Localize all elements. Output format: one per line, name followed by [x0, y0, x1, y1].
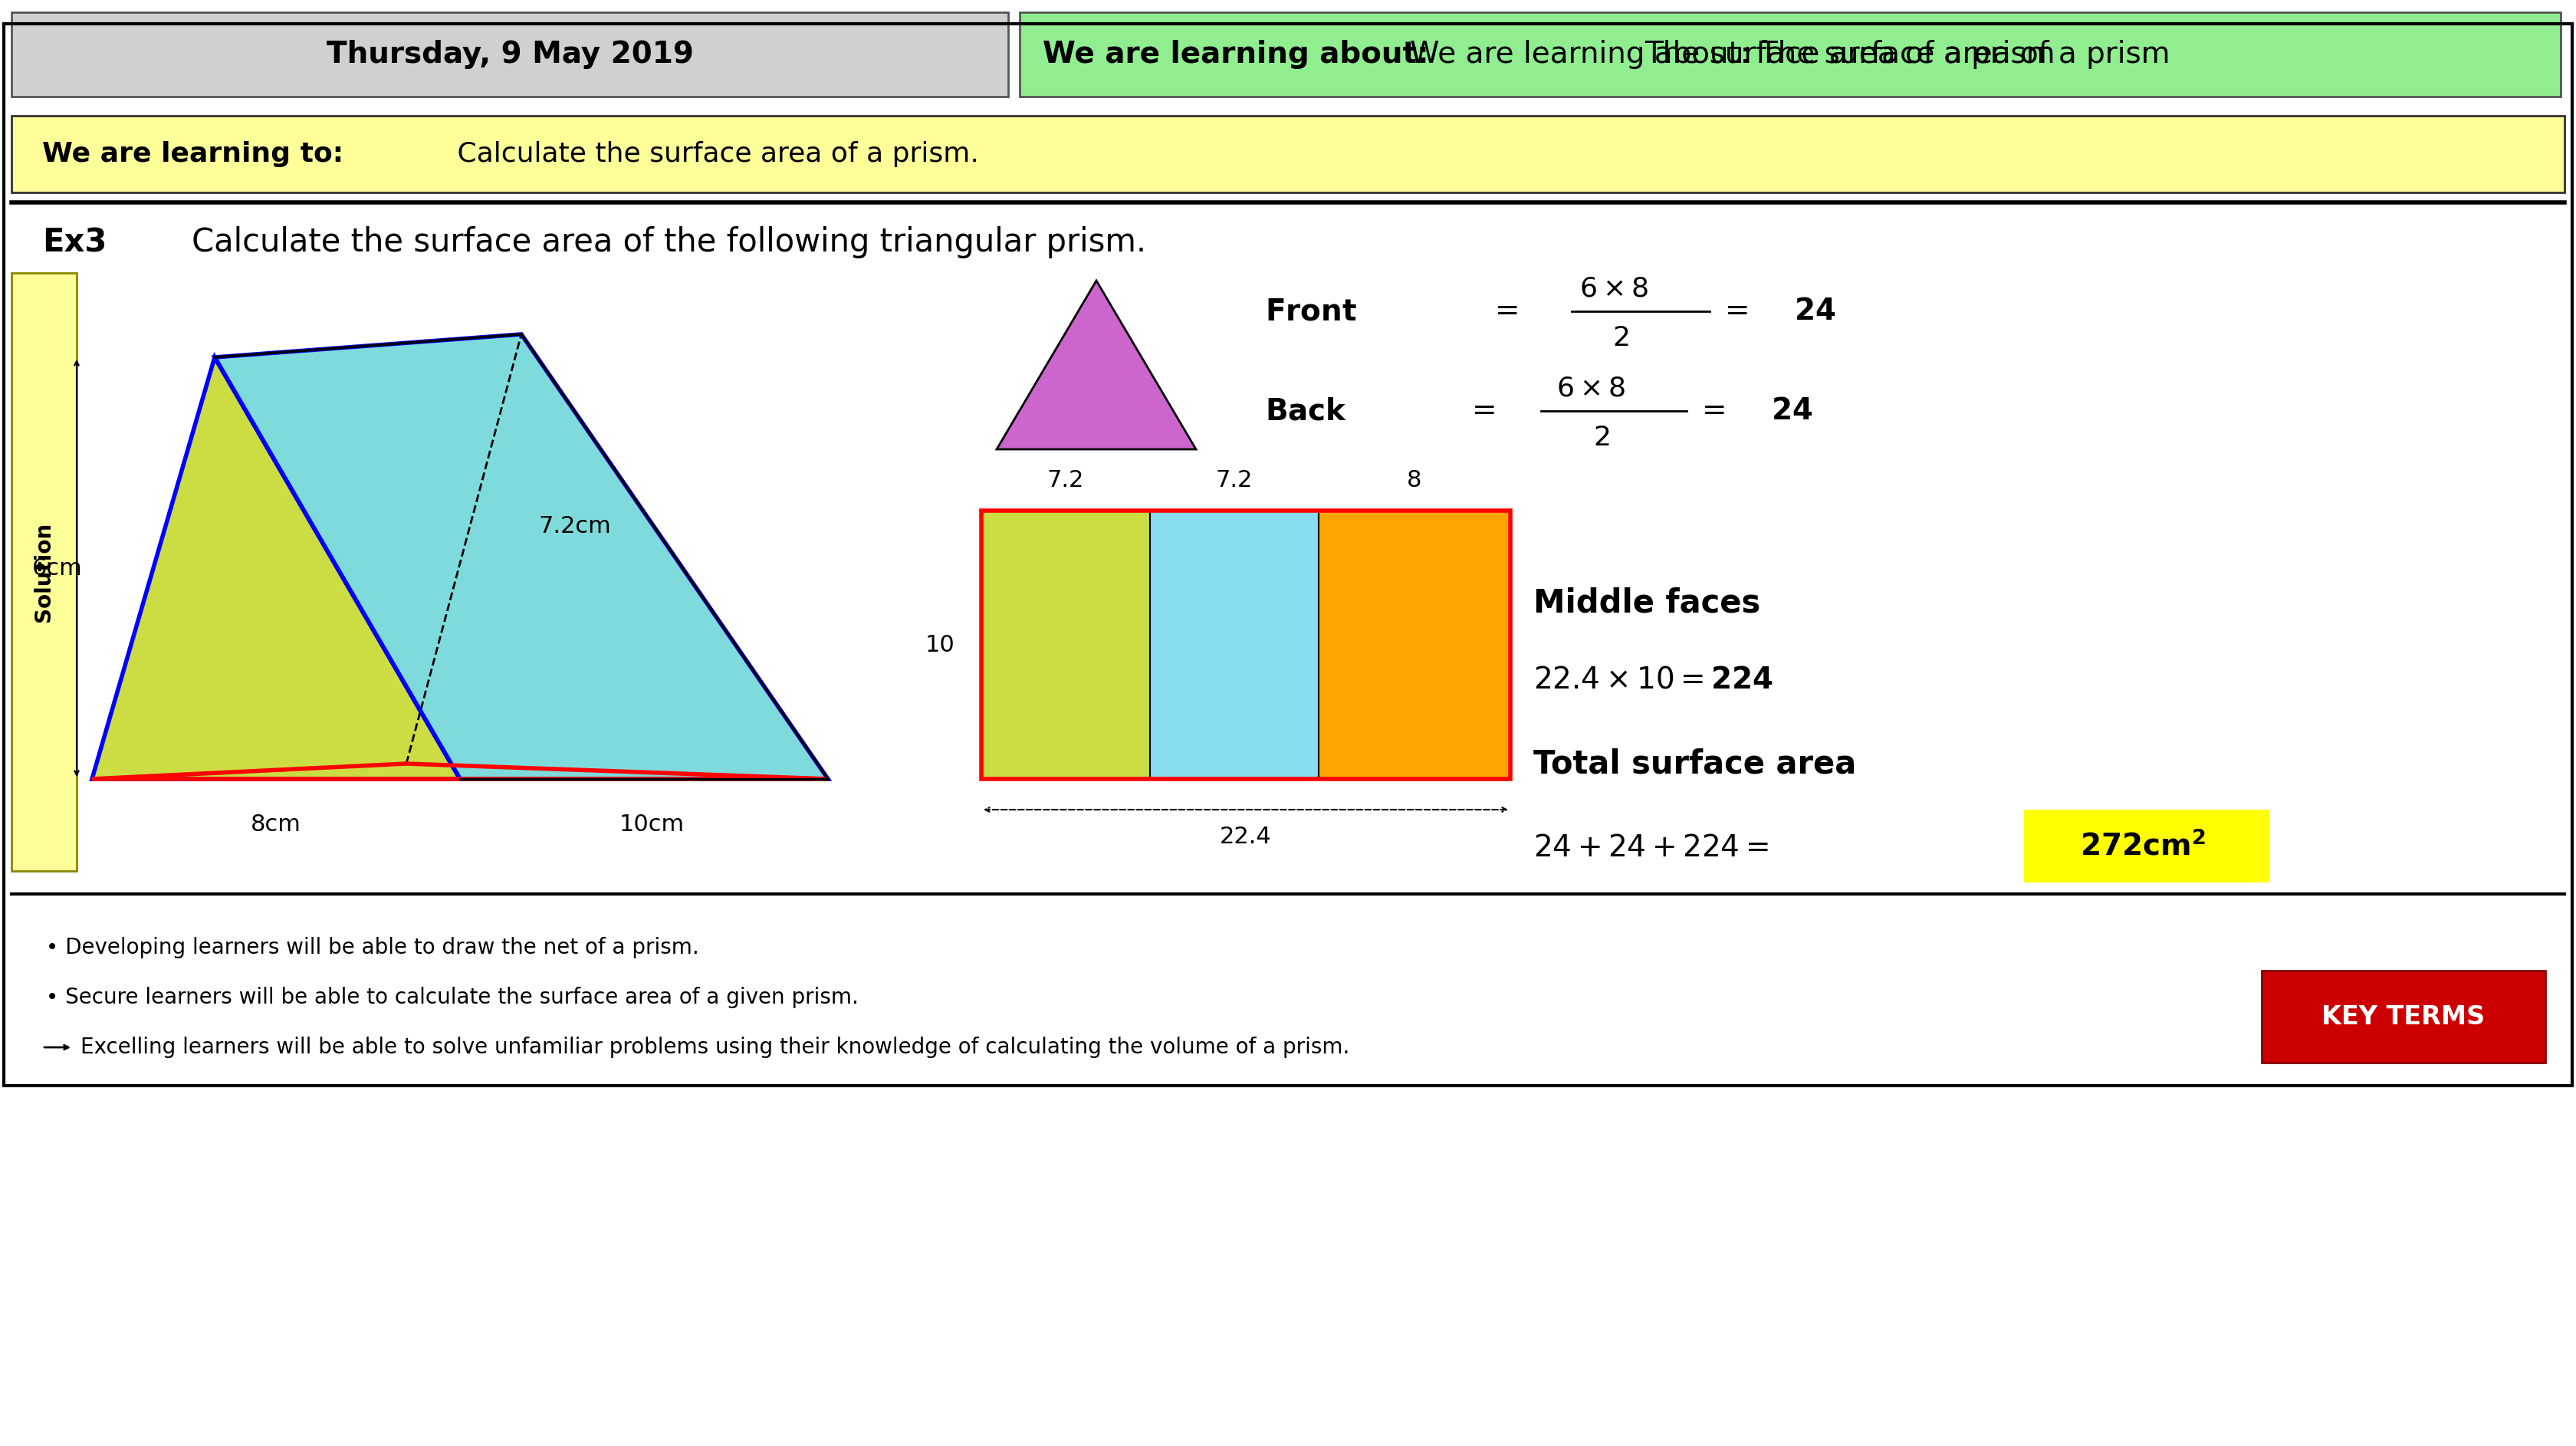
FancyBboxPatch shape [10, 273, 77, 870]
Polygon shape [997, 281, 1195, 450]
Text: The surface area of a prism: The surface area of a prism [1643, 40, 2056, 69]
Text: =: = [1471, 396, 1497, 425]
Text: $\mathbf{24}$: $\mathbf{24}$ [1772, 396, 1814, 425]
Text: Total surface area: Total surface area [1533, 748, 1857, 779]
Text: =: = [1703, 396, 1726, 425]
Text: We are learning about:: We are learning about: [1043, 40, 1430, 69]
Polygon shape [214, 334, 827, 779]
Text: 6cm: 6cm [33, 557, 82, 580]
Text: • Developing learners will be able to draw the net of a prism.: • Developing learners will be able to dr… [46, 937, 698, 959]
FancyBboxPatch shape [1020, 12, 2561, 97]
Text: $\mathbf{272cm^2}$: $\mathbf{272cm^2}$ [2081, 831, 2205, 862]
Text: 2: 2 [1613, 325, 1631, 351]
Text: 8cm: 8cm [250, 814, 301, 836]
FancyBboxPatch shape [2262, 970, 2545, 1063]
Text: $22.4 \times 10 = \mathbf{224}$: $22.4 \times 10 = \mathbf{224}$ [1533, 665, 1772, 694]
Polygon shape [93, 763, 827, 779]
Text: $\mathbf{Back}$: $\mathbf{Back}$ [1265, 396, 1347, 425]
Text: 7.2: 7.2 [1046, 469, 1084, 492]
Text: Solution: Solution [33, 522, 54, 622]
Text: 7.2cm: 7.2cm [538, 515, 611, 536]
Text: $\mathbf{24}$: $\mathbf{24}$ [1793, 296, 1837, 325]
Text: KEY TERMS: KEY TERMS [2321, 1004, 2486, 1030]
Text: Calculate the surface area of a prism.: Calculate the surface area of a prism. [448, 142, 979, 168]
Text: • Secure learners will be able to calculate the surface area of a given prism.: • Secure learners will be able to calcul… [46, 986, 858, 1008]
FancyBboxPatch shape [10, 12, 1007, 97]
FancyBboxPatch shape [2025, 810, 2269, 882]
Text: $\mathbf{Front}$: $\mathbf{Front}$ [1265, 296, 1358, 325]
Text: Ex3: Ex3 [41, 226, 106, 259]
Text: 2: 2 [1595, 425, 1610, 451]
Text: We are learning to:: We are learning to: [41, 142, 343, 168]
Text: Calculate the surface area of the following triangular prism.: Calculate the surface area of the follow… [191, 226, 1146, 259]
Text: 22.4: 22.4 [1221, 826, 1273, 847]
FancyBboxPatch shape [1149, 510, 1319, 779]
Text: $6 \times 8$: $6 \times 8$ [1556, 375, 1625, 401]
Text: 10: 10 [925, 633, 956, 656]
Text: Excelling learners will be able to solve unfamiliar problems using their knowled: Excelling learners will be able to solve… [80, 1037, 1350, 1058]
Text: =: = [1726, 296, 1749, 325]
Text: =: = [1494, 296, 1520, 325]
Text: We are learning about: The surface area of a prism: We are learning about: The surface area … [1409, 40, 2169, 69]
FancyBboxPatch shape [10, 116, 2566, 192]
Text: 7.2: 7.2 [1216, 469, 1252, 492]
Text: 8: 8 [1406, 469, 1422, 492]
Polygon shape [93, 357, 461, 779]
Text: Middle faces: Middle faces [1533, 587, 1759, 619]
Text: 10cm: 10cm [618, 814, 685, 836]
FancyBboxPatch shape [1319, 510, 1510, 779]
Text: Thursday, 9 May 2019: Thursday, 9 May 2019 [327, 40, 693, 69]
Text: $24 + 24 + 224 = $: $24 + 24 + 224 = $ [1533, 833, 1770, 863]
FancyBboxPatch shape [981, 510, 1149, 779]
Text: $6 \times 8$: $6 \times 8$ [1579, 275, 1649, 301]
